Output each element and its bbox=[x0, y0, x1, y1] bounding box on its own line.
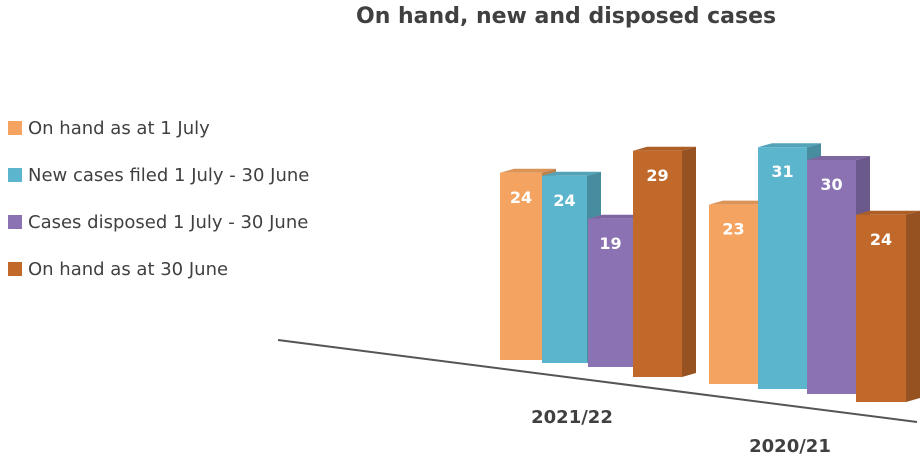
bar-front-face bbox=[807, 160, 856, 394]
bar-value-label: 31 bbox=[771, 162, 793, 181]
bar-top-face bbox=[856, 210, 920, 215]
bar-top-face bbox=[633, 146, 696, 151]
bar-front-face bbox=[758, 147, 807, 389]
legend-label: On hand as at 1 July bbox=[28, 117, 210, 139]
bar-top-face bbox=[709, 200, 772, 205]
legend: On hand as at 1 July New cases filed 1 J… bbox=[8, 116, 309, 304]
bar-value-label: 24 bbox=[510, 188, 532, 207]
bar-front-face bbox=[709, 204, 758, 384]
legend-swatch bbox=[8, 215, 22, 229]
legend-swatch bbox=[8, 168, 22, 182]
legend-label: New cases filed 1 July - 30 June bbox=[28, 164, 310, 186]
legend-item-cases-disposed: Cases disposed 1 July - 30 June bbox=[8, 210, 309, 234]
bar-1-3: 24 bbox=[856, 210, 920, 402]
bar-value-label: 19 bbox=[599, 234, 621, 253]
x-axis-line bbox=[277, 339, 918, 423]
bar-side-face bbox=[906, 210, 920, 402]
bar-front-face bbox=[856, 214, 906, 402]
legend-label: Cases disposed 1 July - 30 June bbox=[28, 211, 309, 233]
bar-value-label: 30 bbox=[820, 175, 842, 194]
chart-title: On hand, new and disposed cases bbox=[356, 4, 777, 29]
legend-item-on-hand-30-june: On hand as at 30 June bbox=[8, 257, 309, 281]
legend-item-new-cases: New cases filed 1 July - 30 June bbox=[8, 163, 309, 187]
category-label-2020-21: 2020/21 bbox=[749, 436, 831, 457]
bar-top-face bbox=[588, 214, 647, 219]
bar-value-label: 23 bbox=[722, 220, 744, 239]
bar-front-face bbox=[500, 172, 542, 360]
legend-swatch bbox=[8, 121, 22, 135]
bar-front-face bbox=[542, 175, 587, 363]
bar-top-face bbox=[758, 143, 821, 148]
bar-value-label: 24 bbox=[553, 191, 575, 210]
bar-side-face bbox=[682, 146, 696, 377]
bar-value-label: 24 bbox=[870, 230, 892, 249]
bar-0-3: 29 bbox=[633, 146, 696, 377]
bar-front-face bbox=[633, 150, 682, 377]
legend-label: On hand as at 30 June bbox=[28, 258, 229, 280]
bar-top-face bbox=[542, 171, 601, 176]
bar-top-face bbox=[500, 168, 556, 173]
legend-swatch bbox=[8, 262, 22, 276]
bar-top-face bbox=[807, 156, 870, 160]
bar-value-label: 29 bbox=[646, 166, 668, 185]
bar-front-face bbox=[588, 218, 633, 367]
legend-item-on-hand-1-july: On hand as at 1 July bbox=[8, 116, 309, 140]
bars-layer: 24 24 19 29 23 31 30 24 bbox=[500, 143, 920, 402]
category-label-2021-22: 2021/22 bbox=[531, 407, 613, 428]
